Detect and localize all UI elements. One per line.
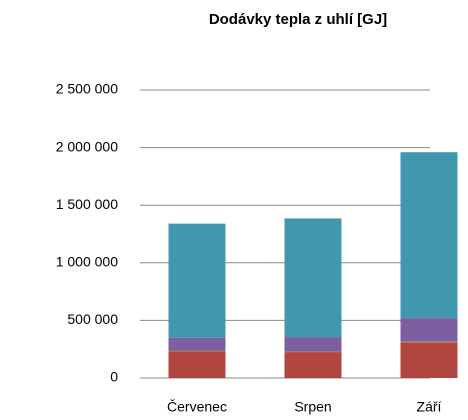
y-tick-label: 0 (110, 369, 118, 385)
chart-title: Dodávky tepla z uhlí [GJ] (209, 11, 387, 28)
y-tick-label: 1 000 000 (56, 254, 118, 270)
bar-segment (168, 223, 226, 338)
y-tick-label: 1 500 000 (56, 196, 118, 212)
bar-segment (168, 337, 226, 351)
x-tick-label: Srpen (294, 399, 331, 415)
x-tick-label: Září (417, 399, 442, 415)
y-tick-label: 2 000 000 (56, 138, 118, 154)
bar-segment (400, 318, 458, 342)
x-tick-label: Červenec (167, 399, 227, 415)
bar-segment (400, 341, 458, 343)
bar-segment (168, 351, 226, 378)
bar-segment (284, 351, 342, 353)
bar-segment (168, 350, 226, 352)
y-tick-label: 2 500 000 (56, 81, 118, 97)
bar-segment (400, 342, 458, 378)
y-tick-label: 500 000 (67, 311, 118, 327)
bar-segment (284, 337, 342, 352)
bar-segment (400, 152, 458, 319)
bar-segment (284, 218, 342, 338)
bar-segment (284, 352, 342, 378)
